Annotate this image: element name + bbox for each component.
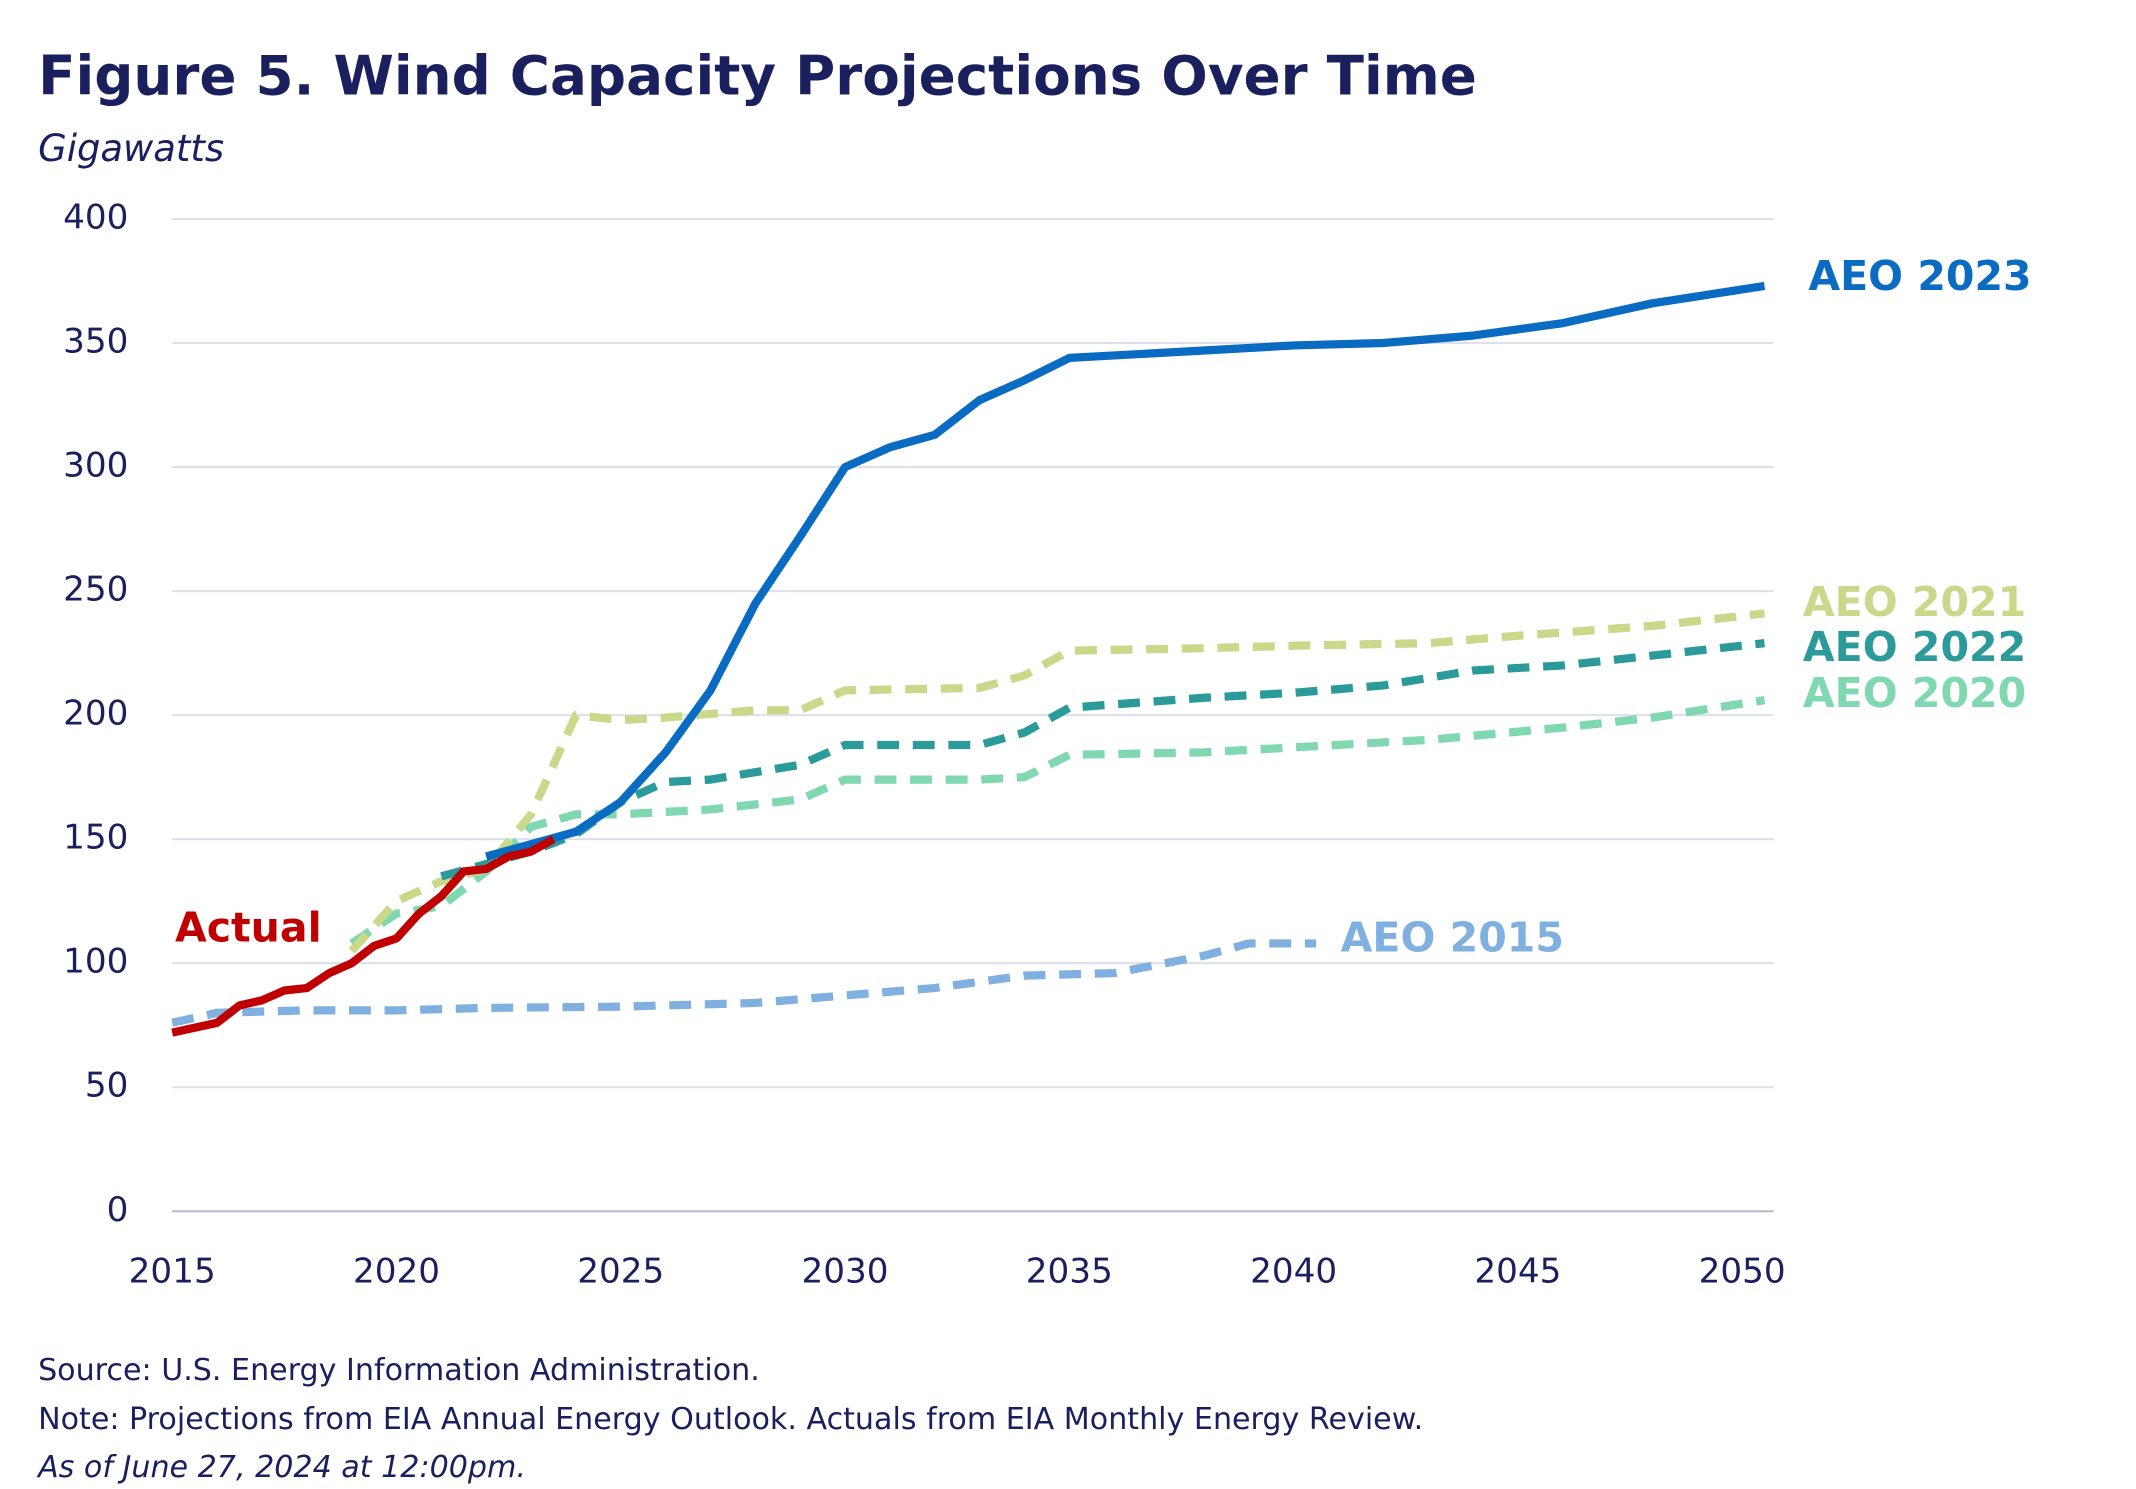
series-line xyxy=(440,639,1765,881)
series-line xyxy=(171,835,556,1037)
y-tick-label: 250 xyxy=(63,570,128,610)
series-line xyxy=(349,696,1766,947)
y-tick-label: 150 xyxy=(63,818,128,858)
chart-title: Figure 5. Wind Capacity Projections Over… xyxy=(38,44,1477,108)
x-tick-label: 2045 xyxy=(1474,1251,1561,1291)
source: Source: U.S. Energy Information Administ… xyxy=(38,1353,760,1388)
subtitle: Gigawatts xyxy=(38,127,224,170)
x-tick-label: 2015 xyxy=(129,1251,216,1291)
series-line xyxy=(348,609,1765,954)
y-tick-label: 400 xyxy=(63,197,128,237)
y-tick-label: 50 xyxy=(85,1066,129,1106)
y-tick-label: 350 xyxy=(63,322,128,362)
series-label: AEO 2020 xyxy=(1803,669,2026,717)
x-tick-label: 2020 xyxy=(353,1251,440,1291)
y-tick-label: 300 xyxy=(63,446,128,486)
y-tick-label: 0 xyxy=(107,1190,129,1230)
series-label: AEO 2023 xyxy=(1808,252,2031,300)
x-tick-label: 2035 xyxy=(1026,1251,1113,1291)
series-label: AEO 2021 xyxy=(1803,578,2026,626)
series-line xyxy=(485,281,1766,861)
series-label: AEO 2015 xyxy=(1341,914,1564,962)
x-tick-label: 2025 xyxy=(577,1251,664,1291)
as-of: As of June 27, 2024 at 12:00pm. xyxy=(36,1450,526,1485)
x-tick-label: 2050 xyxy=(1699,1251,1786,1291)
x-tick-label: 2040 xyxy=(1250,1251,1337,1291)
y-tick-label: 100 xyxy=(63,942,128,982)
x-tick-label: 2030 xyxy=(802,1251,889,1291)
series-line xyxy=(171,939,1317,1027)
series-label: Actual xyxy=(175,904,322,952)
note: Note: Projections from EIA Annual Energy… xyxy=(38,1402,1423,1437)
series-label: AEO 2022 xyxy=(1803,623,2026,671)
y-tick-label: 200 xyxy=(63,694,128,734)
